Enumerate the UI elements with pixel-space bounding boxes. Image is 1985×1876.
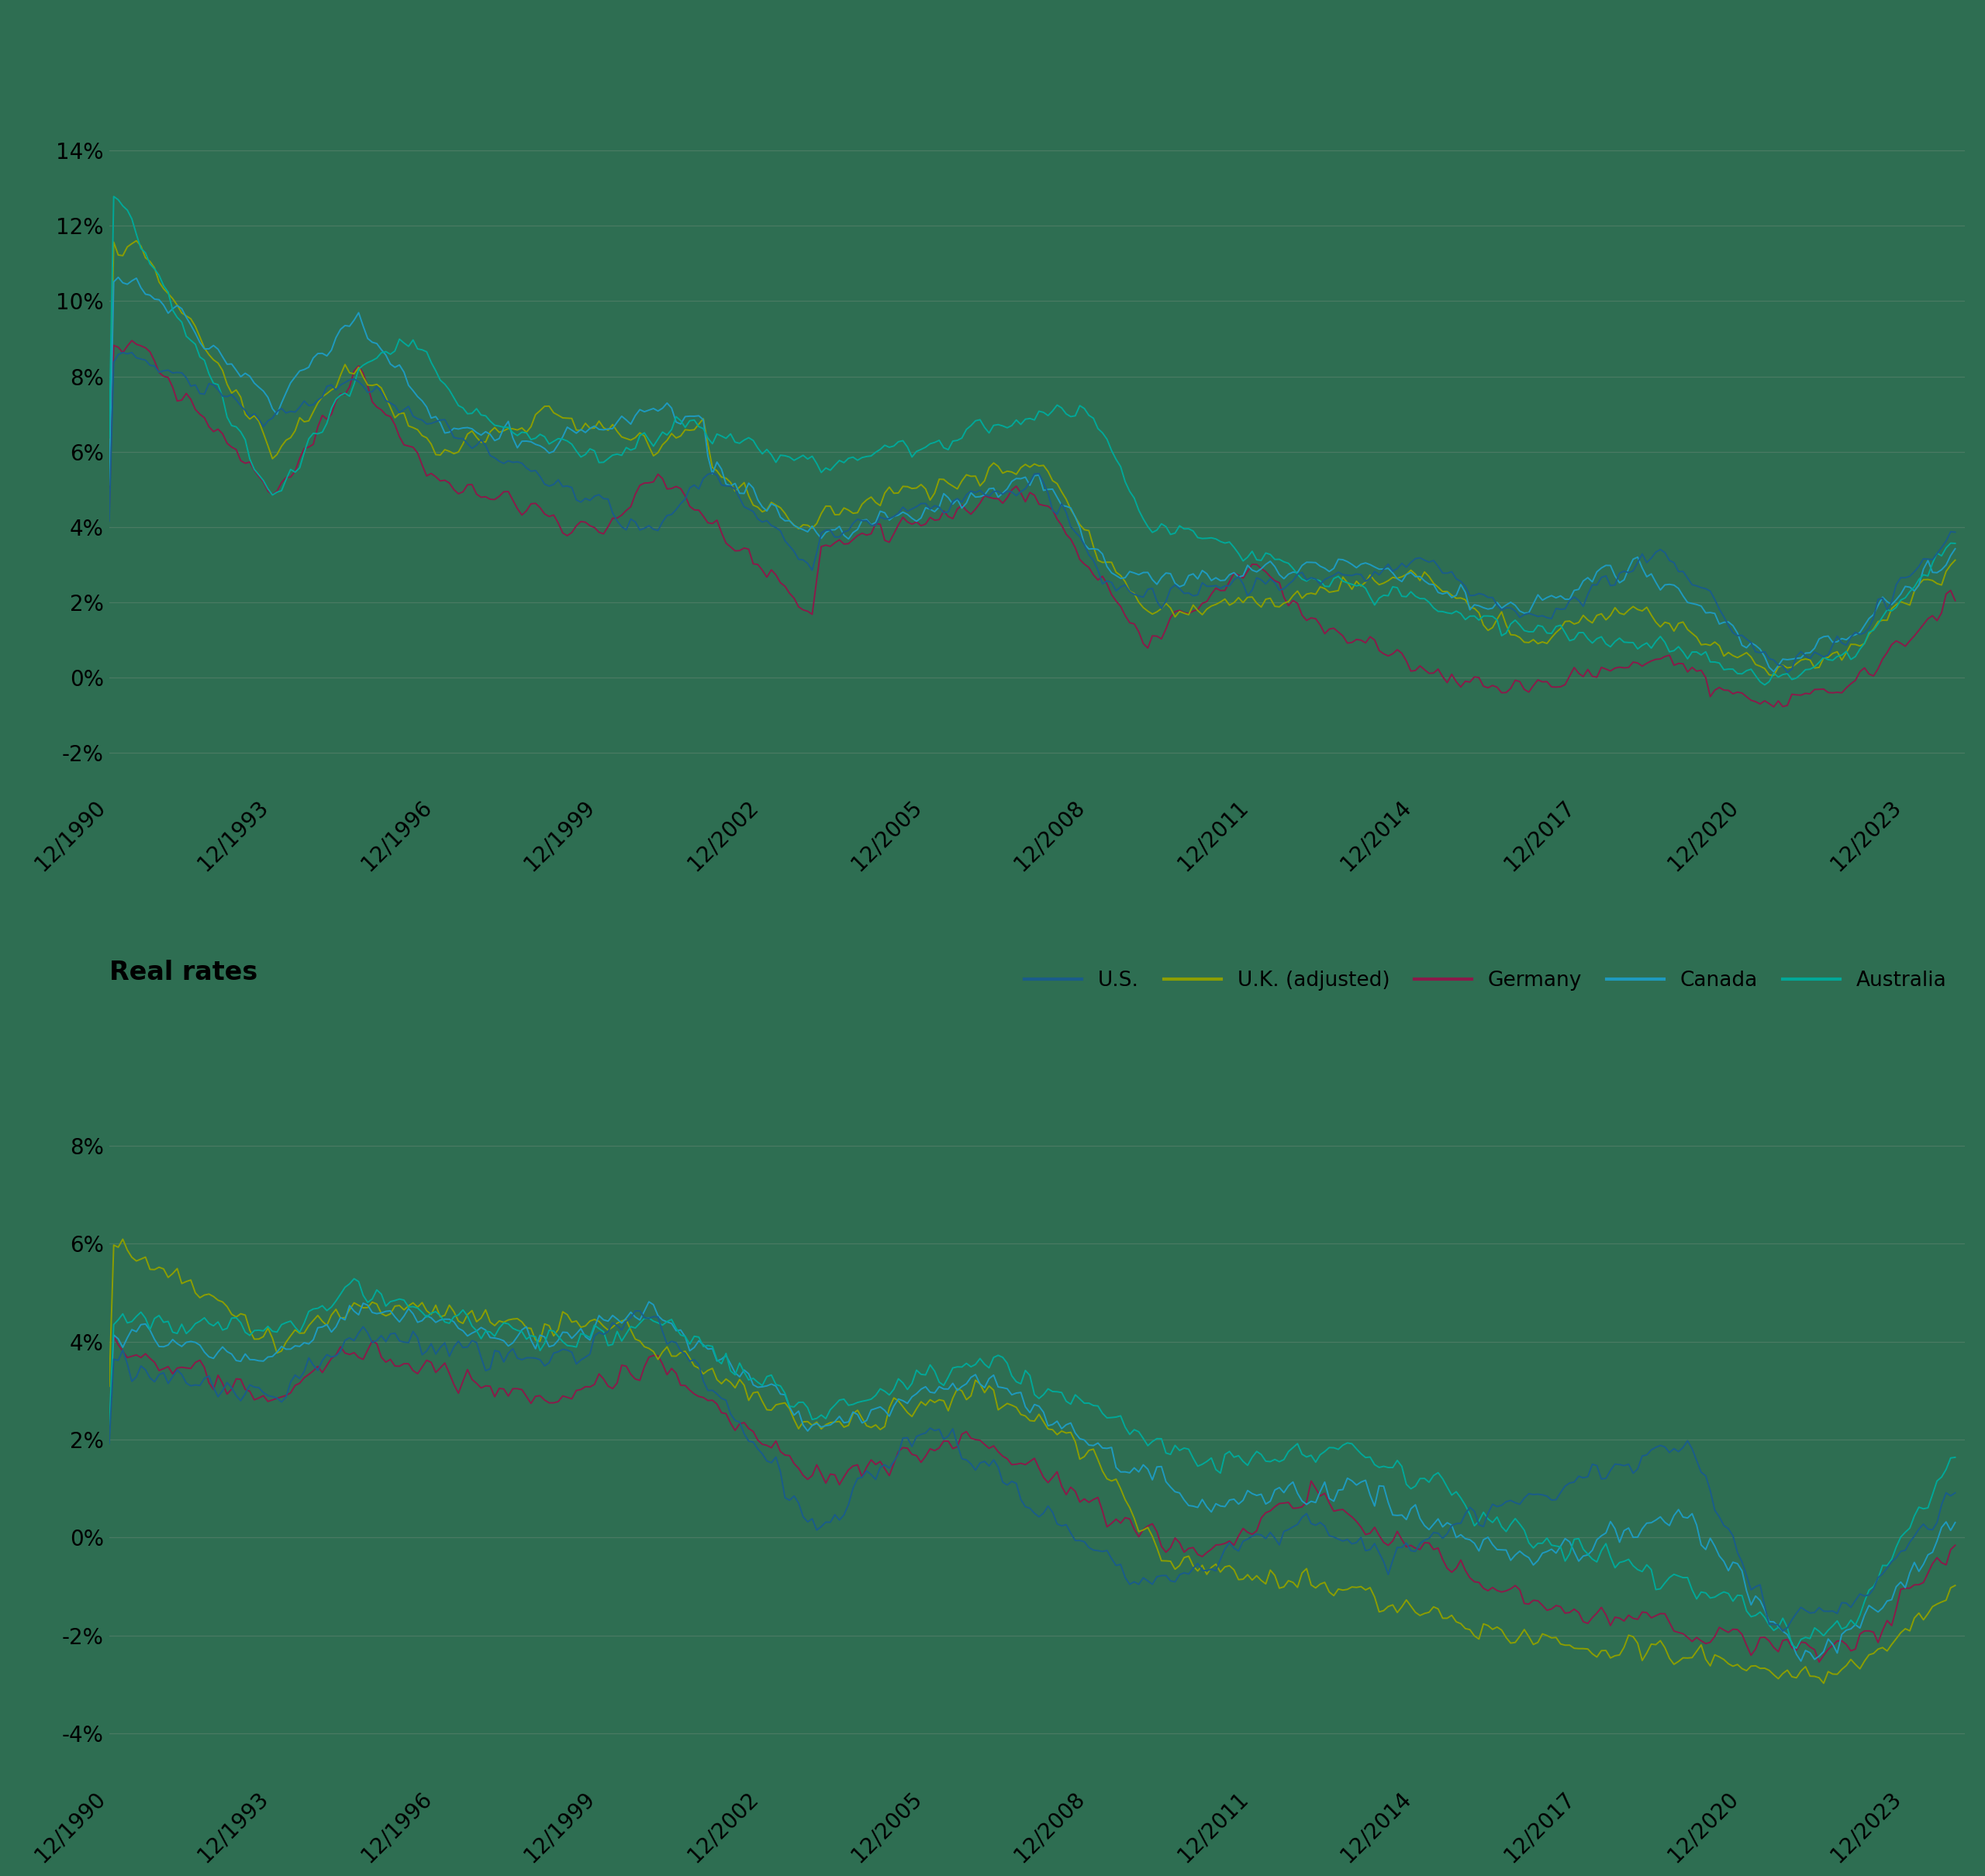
Legend: U.S., U.K. (adjusted), Germany, Canada, Australia: U.S., U.K. (adjusted), Germany, Canada, … (1016, 962, 1955, 1000)
Legend: U.S., U.K., Germany, Canada, Australia: U.S., U.K., Germany, Canada, Australia (1127, 0, 1955, 8)
Text: Real rates: Real rates (109, 961, 258, 985)
